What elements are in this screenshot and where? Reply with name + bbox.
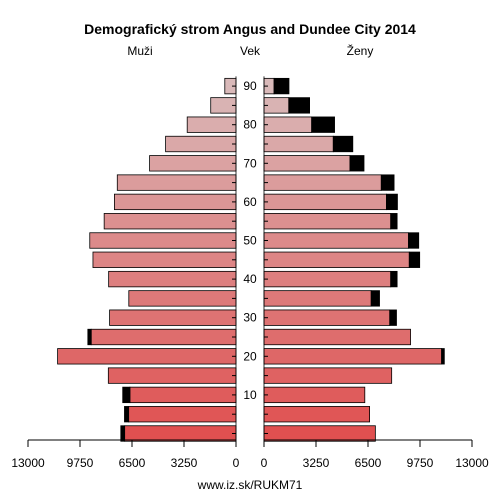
male-bar bbox=[128, 290, 237, 307]
female-excess-bar bbox=[390, 213, 398, 230]
female-excess-bar bbox=[288, 97, 310, 114]
male-bar bbox=[92, 251, 237, 268]
female-bar bbox=[263, 232, 409, 249]
x-tick-label: 0 bbox=[261, 456, 268, 470]
male-bars bbox=[57, 77, 237, 442]
left-label: Muži bbox=[127, 44, 152, 58]
x-tick-label: 13000 bbox=[455, 456, 489, 470]
age-tick-label: 60 bbox=[243, 195, 257, 209]
female-excess-bar bbox=[389, 309, 397, 326]
male-excess-bar bbox=[87, 328, 92, 346]
female-bar bbox=[263, 290, 372, 307]
male-excess-bar bbox=[122, 386, 131, 404]
female-bar bbox=[263, 386, 366, 404]
female-excess-bar bbox=[390, 270, 398, 288]
female-excess-bar bbox=[273, 77, 290, 95]
male-bar bbox=[116, 174, 237, 191]
female-bar bbox=[263, 155, 351, 172]
female-bar bbox=[263, 135, 334, 153]
male-bar bbox=[114, 193, 237, 211]
female-bar bbox=[263, 425, 376, 442]
age-axis: 10 20 30 40 50 60 70 80 90 bbox=[232, 76, 268, 440]
center-label: Vek bbox=[240, 44, 261, 58]
x-tick-label: 9750 bbox=[67, 456, 94, 470]
female-bars bbox=[263, 77, 445, 442]
x-axis-left: 13000 9750 6500 3250 0 bbox=[11, 439, 240, 470]
right-label: Ženy bbox=[347, 43, 374, 58]
female-excess-bar bbox=[332, 135, 354, 153]
female-bar bbox=[263, 348, 443, 365]
age-tick-label: 50 bbox=[243, 234, 257, 248]
female-bar bbox=[263, 406, 370, 423]
female-excess-bar bbox=[349, 155, 365, 172]
male-bar bbox=[149, 155, 237, 172]
x-tick-label: 0 bbox=[233, 456, 240, 470]
female-excess-bar bbox=[380, 174, 395, 191]
male-bar bbox=[108, 270, 237, 288]
age-tick-label: 80 bbox=[243, 118, 257, 132]
male-bar bbox=[90, 328, 237, 346]
x-tick-label: 6500 bbox=[355, 456, 382, 470]
x-tick-label: 9750 bbox=[407, 456, 434, 470]
x-tick-label: 3250 bbox=[303, 456, 330, 470]
female-excess-bar bbox=[370, 290, 380, 307]
female-excess-bar bbox=[441, 348, 445, 365]
male-bar bbox=[109, 309, 237, 326]
x-tick-label: 6500 bbox=[119, 456, 146, 470]
female-excess-bar bbox=[408, 251, 421, 268]
male-excess-bar bbox=[120, 425, 126, 442]
female-excess-bar bbox=[311, 116, 335, 133]
male-bar bbox=[107, 367, 237, 384]
x-axis-right: 0 3250 6500 9750 13000 bbox=[261, 439, 489, 470]
female-excess-bar bbox=[385, 193, 398, 211]
female-bar bbox=[263, 116, 313, 133]
female-excess-bar bbox=[408, 232, 420, 249]
x-tick-label: 3250 bbox=[171, 456, 198, 470]
female-bar bbox=[263, 328, 411, 346]
female-bar bbox=[263, 309, 391, 326]
male-bar bbox=[103, 213, 237, 230]
male-bar bbox=[57, 348, 237, 365]
female-bar bbox=[263, 213, 392, 230]
age-tick-label: 10 bbox=[243, 388, 257, 402]
age-tick-label: 70 bbox=[243, 156, 257, 170]
female-bar bbox=[263, 251, 410, 268]
female-bar bbox=[263, 193, 387, 211]
female-bar bbox=[263, 174, 382, 191]
male-bar bbox=[129, 386, 237, 404]
male-bar bbox=[165, 135, 237, 153]
male-bar bbox=[124, 425, 237, 442]
age-tick-label: 20 bbox=[243, 349, 257, 363]
male-excess-bar bbox=[124, 406, 130, 423]
age-tick-label: 90 bbox=[243, 79, 257, 93]
x-tick-label: 13000 bbox=[11, 456, 45, 470]
female-bar bbox=[263, 367, 393, 384]
source-footer: www.iz.sk/RUKM71 bbox=[197, 478, 303, 492]
male-bar bbox=[89, 232, 237, 249]
age-tick-label: 40 bbox=[243, 272, 257, 286]
male-bar bbox=[186, 116, 237, 133]
age-tick-label: 30 bbox=[243, 311, 257, 325]
female-bar bbox=[263, 270, 392, 288]
chart-title: Demografický strom Angus and Dundee City… bbox=[84, 21, 416, 37]
male-bar bbox=[128, 406, 237, 423]
